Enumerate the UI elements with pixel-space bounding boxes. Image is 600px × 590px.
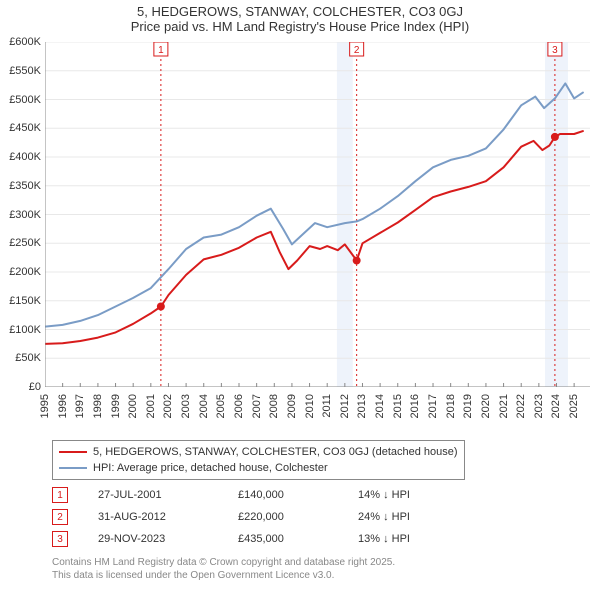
marker-row-1: 1 27-JUL-2001 £140,000 14% ↓ HPI xyxy=(52,484,478,506)
chart-title-line2: Price paid vs. HM Land Registry's House … xyxy=(0,19,600,34)
marker-diff-2: 24% ↓ HPI xyxy=(358,511,478,523)
svg-text:3: 3 xyxy=(552,45,558,56)
x-tick-label: 2016 xyxy=(409,394,421,418)
x-tick-label: 1995 xyxy=(39,394,51,418)
legend-item-property: 5, HEDGEROWS, STANWAY, COLCHESTER, CO3 0… xyxy=(59,444,458,460)
legend-label-hpi: HPI: Average price, detached house, Colc… xyxy=(93,460,328,476)
x-tick-label: 2021 xyxy=(498,394,510,418)
y-tick-label: £50K xyxy=(15,352,41,364)
x-tick-label: 1997 xyxy=(74,394,86,418)
x-tick-label: 2006 xyxy=(233,394,245,418)
y-tick-label: £550K xyxy=(9,65,41,77)
x-tick-label: 2011 xyxy=(321,394,333,418)
legend-label-property: 5, HEDGEROWS, STANWAY, COLCHESTER, CO3 0… xyxy=(93,444,458,460)
marker-row-2: 2 31-AUG-2012 £220,000 24% ↓ HPI xyxy=(52,506,478,528)
x-tick-label: 2012 xyxy=(339,394,351,418)
y-tick-label: £0 xyxy=(29,381,41,393)
footer-line2: This data is licensed under the Open Gov… xyxy=(52,569,395,582)
y-axis-labels: £0£50K£100K£150K£200K£250K£300K£350K£400… xyxy=(0,42,45,387)
x-tick-label: 2005 xyxy=(215,394,227,418)
y-tick-label: £300K xyxy=(9,209,41,221)
marker-badge-1: 1 xyxy=(52,487,68,503)
x-tick-label: 2019 xyxy=(462,394,474,418)
x-tick-label: 2000 xyxy=(127,394,139,418)
marker-price-3: £435,000 xyxy=(238,533,358,545)
chart-plot-area: 1 2 3 xyxy=(45,42,590,387)
marker-date-3: 29-NOV-2023 xyxy=(98,533,238,545)
y-tick-label: £400K xyxy=(9,151,41,163)
svg-text:2: 2 xyxy=(354,45,360,56)
legend-swatch-property xyxy=(59,451,87,453)
x-tick-label: 2017 xyxy=(427,394,439,418)
marker-date-1: 27-JUL-2001 xyxy=(98,489,238,501)
x-tick-label: 2014 xyxy=(374,394,386,418)
chart-title-line1: 5, HEDGEROWS, STANWAY, COLCHESTER, CO3 0… xyxy=(0,4,600,19)
marker-badge-3: 3 xyxy=(52,531,68,547)
y-tick-label: £150K xyxy=(9,295,41,307)
x-tick-label: 2008 xyxy=(268,394,280,418)
markers-detail-table: 1 27-JUL-2001 £140,000 14% ↓ HPI 2 31-AU… xyxy=(52,484,478,550)
marker-row-3: 3 29-NOV-2023 £435,000 13% ↓ HPI xyxy=(52,528,478,550)
footer-line1: Contains HM Land Registry data © Crown c… xyxy=(52,556,395,569)
x-tick-label: 2013 xyxy=(356,394,368,418)
y-tick-label: £350K xyxy=(9,180,41,192)
x-tick-label: 2023 xyxy=(533,394,545,418)
x-axis-labels: 1995199619971998199920002001200220032004… xyxy=(45,390,590,440)
x-tick-label: 2020 xyxy=(480,394,492,418)
x-tick-label: 2015 xyxy=(392,394,404,418)
marker-date-2: 31-AUG-2012 xyxy=(98,511,238,523)
x-tick-label: 2022 xyxy=(515,394,527,418)
marker-diff-1: 14% ↓ HPI xyxy=(358,489,478,501)
marker-diff-3: 13% ↓ HPI xyxy=(358,533,478,545)
y-tick-label: £600K xyxy=(9,36,41,48)
x-tick-label: 1999 xyxy=(110,394,122,418)
y-tick-label: £500K xyxy=(9,94,41,106)
chart-svg: 1 2 3 xyxy=(45,42,590,387)
legend-box: 5, HEDGEROWS, STANWAY, COLCHESTER, CO3 0… xyxy=(52,440,465,480)
x-tick-label: 2024 xyxy=(550,394,562,418)
x-tick-label: 1998 xyxy=(92,394,104,418)
marker-badge-2: 2 xyxy=(52,509,68,525)
x-tick-label: 2018 xyxy=(445,394,457,418)
x-tick-label: 2001 xyxy=(145,394,157,418)
x-tick-label: 2025 xyxy=(568,394,580,418)
x-tick-label: 2009 xyxy=(286,394,298,418)
x-tick-label: 2002 xyxy=(162,394,174,418)
legend-swatch-hpi xyxy=(59,467,87,469)
chart-title-block: 5, HEDGEROWS, STANWAY, COLCHESTER, CO3 0… xyxy=(0,0,600,34)
y-tick-label: £200K xyxy=(9,266,41,278)
x-tick-label: 2007 xyxy=(251,394,263,418)
svg-text:1: 1 xyxy=(158,45,164,56)
footer-attribution: Contains HM Land Registry data © Crown c… xyxy=(52,556,395,582)
y-tick-label: £100K xyxy=(9,324,41,336)
x-tick-label: 2010 xyxy=(304,394,316,418)
x-tick-label: 2003 xyxy=(180,394,192,418)
marker-price-2: £220,000 xyxy=(238,511,358,523)
y-tick-label: £250K xyxy=(9,237,41,249)
x-tick-label: 1996 xyxy=(57,394,69,418)
y-tick-label: £450K xyxy=(9,122,41,134)
marker-price-1: £140,000 xyxy=(238,489,358,501)
x-tick-label: 2004 xyxy=(198,394,210,418)
legend-item-hpi: HPI: Average price, detached house, Colc… xyxy=(59,460,458,476)
